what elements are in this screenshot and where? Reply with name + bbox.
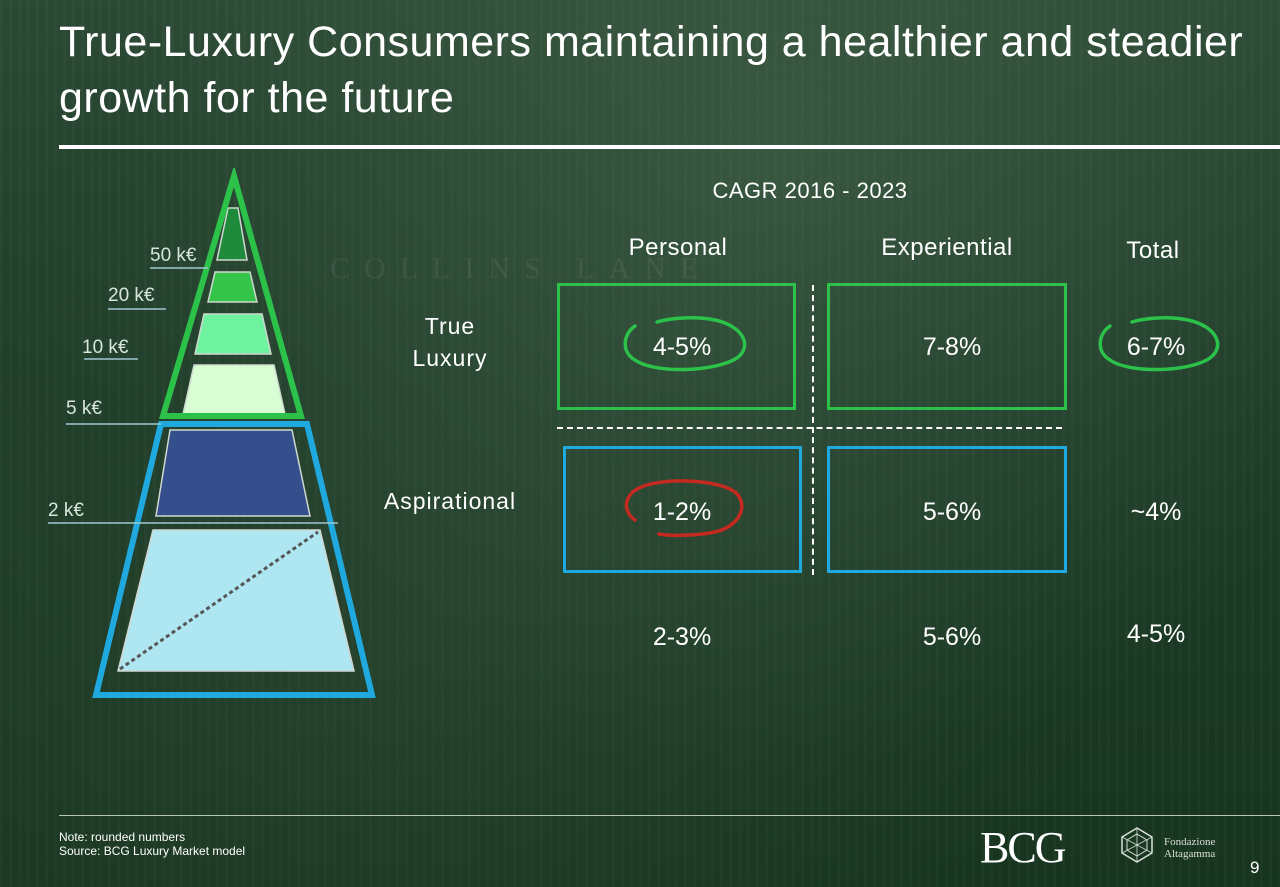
column-header-personal: Personal (628, 234, 728, 261)
value-true-luxury-personal: 4-5% (652, 333, 712, 361)
footnote-note: Note: rounded numbers (59, 830, 186, 844)
altagamma-logo-text: Fondazione Altagamma (1164, 836, 1215, 860)
pyramid-tier-2k (155, 429, 311, 517)
value-aspirational-total: ~4% (1130, 498, 1182, 526)
consumer-pyramid (48, 168, 376, 698)
background-lettering: COLLINS LANE (330, 252, 713, 285)
pyramid-tier-50k (216, 207, 248, 261)
true-luxury-outline (158, 168, 305, 419)
footnote-source: Source: BCG Luxury Market model (59, 844, 246, 858)
box-aspirational-experiential (827, 446, 1067, 573)
pyramid-base-tier (117, 529, 355, 672)
tier-label-50k: 50 k€ (150, 245, 197, 266)
tier-label-20k: 20 k€ (108, 285, 155, 306)
tier-label-5k: 5 k€ (66, 398, 102, 419)
value-total-personal: 2-3% (652, 623, 712, 651)
box-aspirational-personal (563, 446, 802, 573)
column-header-experiential: Experiential (881, 234, 1013, 261)
value-total-total: 4-5% (1126, 620, 1186, 648)
box-true-luxury-experiential (827, 283, 1067, 410)
dashed-row-separator (557, 427, 1062, 429)
row-label-aspirational: Aspirational (383, 488, 517, 514)
box-true-luxury-personal (557, 283, 796, 410)
pyramid-tier-5k (182, 364, 286, 415)
page-number: 9 (1250, 858, 1260, 877)
column-header-total: Total (1126, 237, 1180, 264)
row-label-true-luxury: True Luxury (412, 313, 488, 371)
altagamma-logo-line-1: Fondazione (1164, 836, 1216, 848)
value-aspirational-experiential: 5-6% (922, 498, 982, 526)
title-divider (59, 145, 1280, 149)
value-true-luxury-total: 6-7% (1126, 333, 1186, 361)
table-caption: CAGR 2016 - 2023 (712, 178, 908, 203)
altagamma-logo-line-2: Altagamma (1164, 848, 1216, 860)
altagamma-emblem-icon (1121, 827, 1153, 863)
value-total-experiential: 5-6% (922, 623, 982, 651)
tier-label-2k: 2 k€ (48, 500, 84, 521)
pyramid-base-diagonal (119, 530, 319, 671)
value-aspirational-personal: 1-2% (652, 498, 712, 526)
bcg-logo: BCG (980, 823, 1066, 872)
footer-divider (59, 815, 1280, 816)
pyramid-tier-20k (207, 271, 258, 303)
slide-title: True-Luxury Consumers maintaining a heal… (59, 18, 1244, 122)
footnotes: Note: rounded numbers Source: BCG Luxury… (59, 830, 245, 858)
value-true-luxury-experiential: 7-8% (922, 333, 982, 361)
dashed-column-separator (812, 285, 814, 575)
aspirational-outline (92, 421, 376, 698)
pyramid-tier-10k (194, 313, 272, 355)
tier-label-10k: 10 k€ (82, 337, 129, 358)
